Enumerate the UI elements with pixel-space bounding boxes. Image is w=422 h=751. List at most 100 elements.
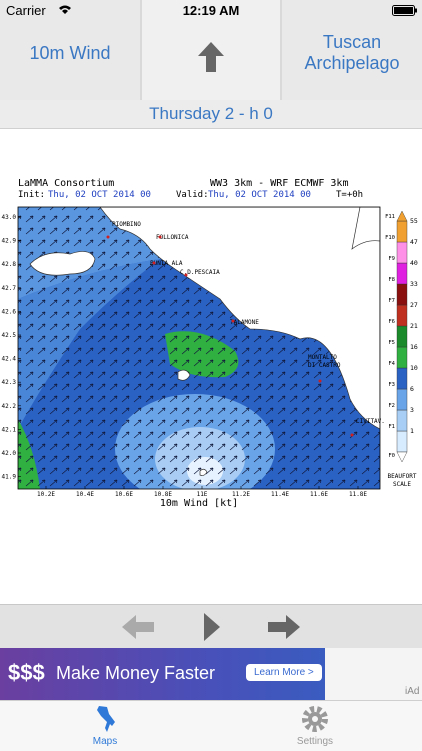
lat-label: 42.5 [2,332,17,339]
scale-segment [396,241,408,264]
scale-segment [396,220,408,243]
ad-headline: Make Money Faster [56,663,216,683]
beaufort-label: F2 [388,403,395,409]
valid-value: Thu, 02 OCT 2014 00 [208,190,311,200]
place-label: PIOMBINO [112,221,141,228]
prev-button[interactable] [120,613,156,641]
place-marker [184,273,188,277]
scale-segment [396,388,408,411]
lat-label: 42.6 [2,308,17,315]
scale-tip [396,451,408,463]
lat-label: 41.9 [2,474,17,481]
knots-label: 21 [410,322,418,330]
scale-segment [396,430,408,453]
settings-tab-label: Settings [296,736,334,747]
knots-label: 10 [410,364,418,372]
knots-label: 55 [410,217,418,225]
place-label: MONTALTO [308,354,337,361]
scale-segment [396,283,408,306]
scale-title: BEAUFORT [388,473,417,480]
battery-icon [392,5,417,16]
beaufort-label: F11 [385,214,395,220]
lon-label: 11.4E [271,491,289,498]
ad-banner[interactable]: $$$ Make Money Faster Learn More > iAd [0,648,422,700]
tool-bar [0,604,422,649]
place-marker [106,235,110,239]
up-button[interactable] [142,0,280,100]
scale-segment [396,325,408,348]
plot-frame [17,206,381,490]
place-marker [152,261,156,265]
forecast-map: LaMMA Consortium WW3 3km - WRF ECMWF 3km… [2,178,418,509]
ad-dollars: $$$ [8,660,45,685]
beaufort-label: F6 [388,319,395,325]
beaufort-label: F10 [385,235,395,241]
beaufort-label: F9 [388,256,395,262]
scale-segment [396,304,408,327]
ad-body: $$$ Make Money Faster Learn More > [0,648,325,700]
knots-label: 3 [410,406,414,414]
lead-label: T=+0h [336,190,363,200]
scale-segment [396,262,408,285]
time-label: Thursday 2 - h 0 [149,104,273,123]
lon-label: 10.2E [37,491,55,498]
beaufort-label: F5 [388,340,395,346]
place-label: C.D.PESCAIA [180,269,220,276]
knots-label: 6 [410,385,414,393]
place-label: FOLLONICA [156,234,189,241]
scale-tip [396,210,408,222]
beaufort-label: F7 [388,298,395,304]
lat-label: 42.3 [2,379,17,386]
place-label: CIVITAV. [356,418,385,425]
lat-label: 42.7 [2,285,17,292]
place-label: TALAMONE [230,319,259,326]
lon-label: 10.8E [154,491,172,498]
area-button[interactable]: Tuscan Archipelago [282,0,422,100]
lat-label: 42.9 [2,238,17,245]
settings-tab[interactable]: Settings [270,701,360,751]
knots-label: 1 [410,427,414,435]
play-button[interactable] [200,611,222,643]
model-label: WW3 3km - WRF ECMWF 3km [210,178,348,189]
maps-tab[interactable]: Maps [60,701,150,751]
scale-segment [396,367,408,390]
wind-field [18,207,380,489]
time-bar: Thursday 2 - h 0 [0,100,422,129]
lat-label: 42.8 [2,261,17,268]
place-marker [350,433,354,437]
clock: 12:19 AM [182,3,240,18]
lat-label: 42.0 [2,450,17,457]
knots-label: 27 [410,301,418,309]
ad-button[interactable]: Learn More > [246,664,322,681]
maps-tab-label: Maps [92,736,118,747]
beaufort-label: F8 [388,277,395,283]
scale-subtitle: SCALE [393,481,411,488]
next-button[interactable] [266,613,302,641]
valid-label: Valid: [176,190,209,200]
ad-badge: iAd [405,686,420,697]
lon-label: 11E [197,491,208,498]
lat-label: 42.1 [2,426,17,433]
maps-icon [97,706,115,732]
place-label: DI CASTRO [308,362,341,369]
init-label: Init: [18,190,45,200]
knots-label: 40 [410,259,418,267]
up-arrow-icon [198,42,224,72]
wind-label: 10m Wind [29,42,111,63]
area-label: Tuscan Archipelago [304,32,400,73]
lon-label: 10.4E [76,491,94,498]
init-value: Thu, 02 OCT 2014 00 [48,190,151,200]
beaufort-label: F3 [388,382,395,388]
beaufort-label: F0 [388,453,395,459]
lon-label: 10.6E [115,491,133,498]
lon-label: 11.2E [232,491,250,498]
wifi-icon [59,5,71,14]
place-marker [318,379,322,383]
lat-label: 43.0 [2,214,17,221]
scale-segment [396,409,408,432]
x-axis-title: 10m Wind [kt] [160,498,238,509]
nav-bar: 10m Wind Tuscan Archipelago [0,0,422,100]
status-bar: Carrier 12:19 AM [0,0,422,20]
beaufort-label: F4 [388,361,395,367]
wind-button[interactable]: 10m Wind [0,0,140,100]
